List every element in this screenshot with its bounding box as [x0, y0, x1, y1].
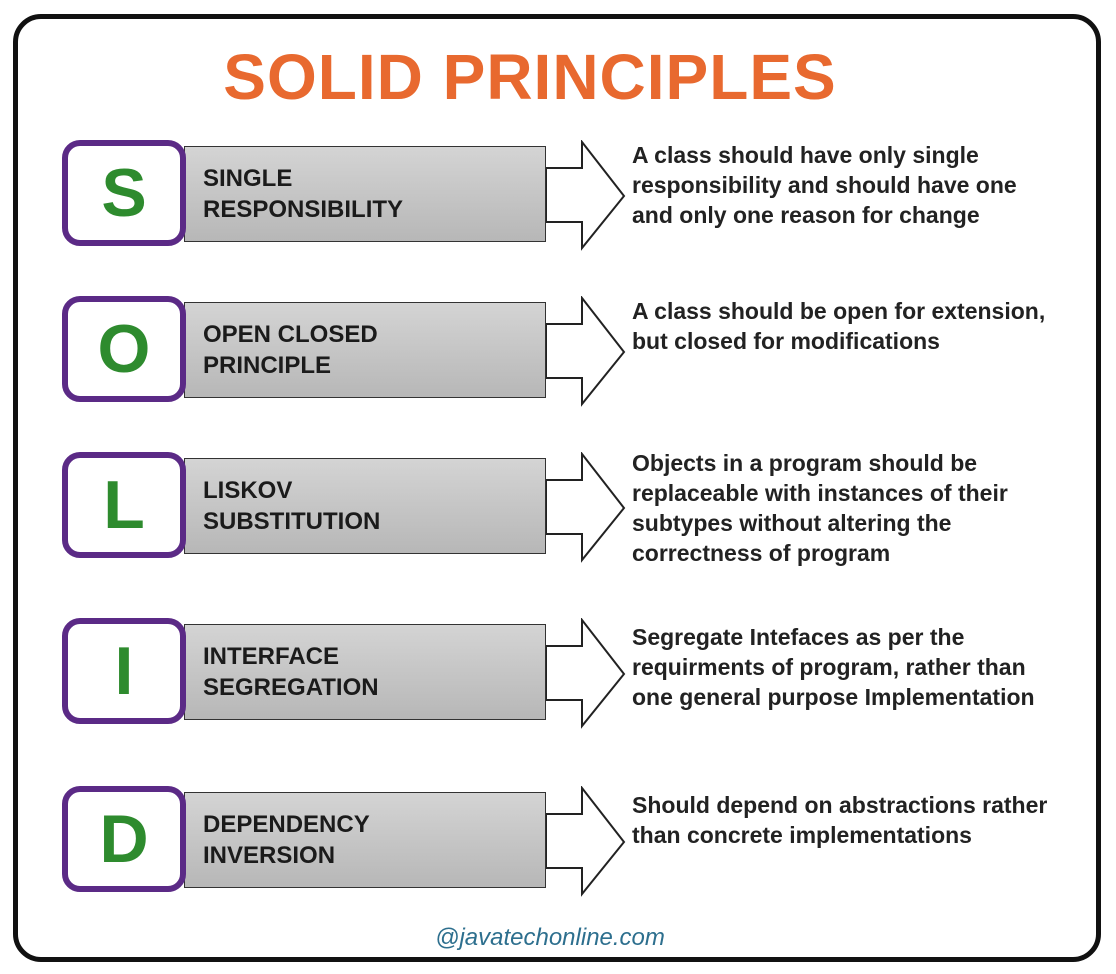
principle-name-line2: RESPONSIBILITY: [203, 196, 404, 223]
principle-name-box-s: SINGLE RESPONSIBILITY: [184, 146, 546, 242]
arrow-right-icon: [546, 618, 626, 729]
arrow-right-icon: [546, 140, 626, 251]
footer-watermark: @javatechonline.com: [435, 924, 665, 951]
principle-name-line1: OPEN CLOSED: [203, 321, 378, 348]
principle-name-line1: INTERFACE: [203, 643, 340, 670]
arrow-right-icon: [546, 296, 626, 407]
principle-letter-i: I: [62, 618, 186, 724]
principle-name-line1: LISKOV: [203, 477, 293, 504]
principle-description-s: A class should have only single responsi…: [632, 142, 1017, 228]
principle-letter-o: O: [62, 296, 186, 402]
principle-letter-l: L: [62, 452, 186, 558]
principle-name-box-l: LISKOV SUBSTITUTION: [184, 458, 546, 554]
principle-name-box-o: OPEN CLOSED PRINCIPLE: [184, 302, 546, 398]
principle-letter-s: S: [62, 140, 186, 246]
principle-name-line2: PRINCIPLE: [203, 352, 332, 379]
principle-name-line2: SUBSTITUTION: [203, 508, 381, 535]
principle-row-d: D DEPENDENCY INVERSION Should depend on …: [0, 786, 1116, 898]
principle-row-l: L LISKOV SUBSTITUTION Objects in a progr…: [0, 450, 1116, 566]
principle-row-s: S SINGLE RESPONSIBILITY A class should h…: [0, 140, 1116, 252]
principle-row-o: O OPEN CLOSED PRINCIPLE A class should b…: [0, 296, 1116, 408]
arrow-right-icon: [546, 786, 626, 897]
principle-name-box-i: INTERFACE SEGREGATION: [184, 624, 546, 720]
arrow-right-icon: [546, 452, 626, 563]
principle-name-box-d: DEPENDENCY INVERSION: [184, 792, 546, 888]
principle-name-line1: SINGLE: [203, 165, 293, 192]
page-title: SOLID PRINCIPLES: [223, 41, 837, 113]
principle-row-i: I INTERFACE SEGREGATION Segregate Intefa…: [0, 618, 1116, 730]
principle-name-line2: SEGREGATION: [203, 674, 379, 701]
principle-description-d: Should depend on abstractions rather tha…: [632, 792, 1048, 848]
principle-name-line2: INVERSION: [203, 842, 336, 869]
principle-letter-d: D: [62, 786, 186, 892]
principle-description-l: Objects in a program should be replaceab…: [632, 450, 1008, 566]
principle-description-i: Segregate Intefaces as per the requirmen…: [632, 624, 1035, 710]
principle-name-line1: DEPENDENCY: [203, 811, 370, 838]
principle-description-o: A class should be open for extension, bu…: [632, 298, 1046, 354]
